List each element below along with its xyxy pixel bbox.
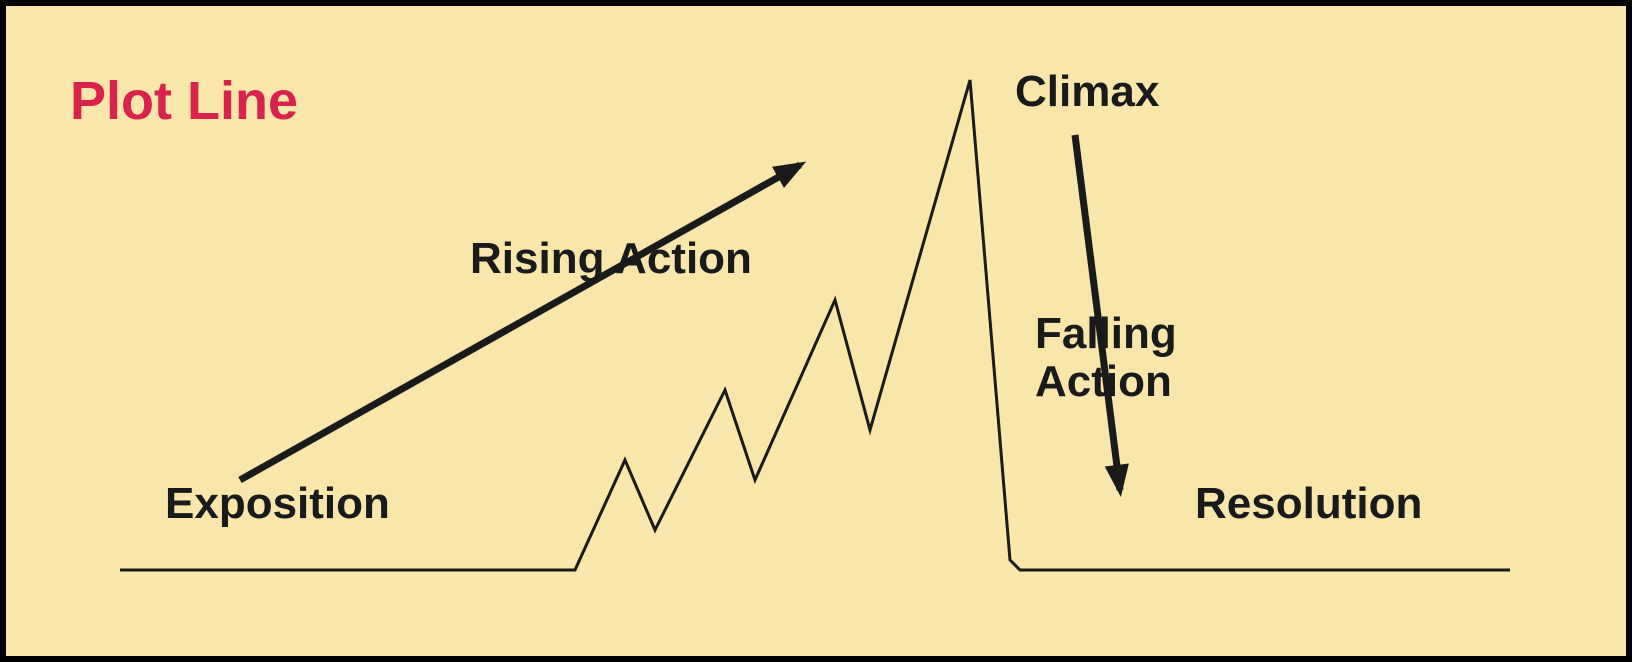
label-falling-action-line1: Falling (1035, 310, 1177, 358)
label-climax: Climax (1015, 68, 1159, 116)
diagram-title: Plot Line (70, 70, 298, 132)
label-falling-action-line2: Action (1035, 358, 1177, 406)
label-exposition: Exposition (165, 480, 390, 528)
label-rising-action: Rising Action (470, 235, 752, 283)
label-resolution: Resolution (1195, 480, 1422, 528)
plot-line-diagram: Plot Line Exposition Rising Action Clima… (0, 0, 1632, 662)
